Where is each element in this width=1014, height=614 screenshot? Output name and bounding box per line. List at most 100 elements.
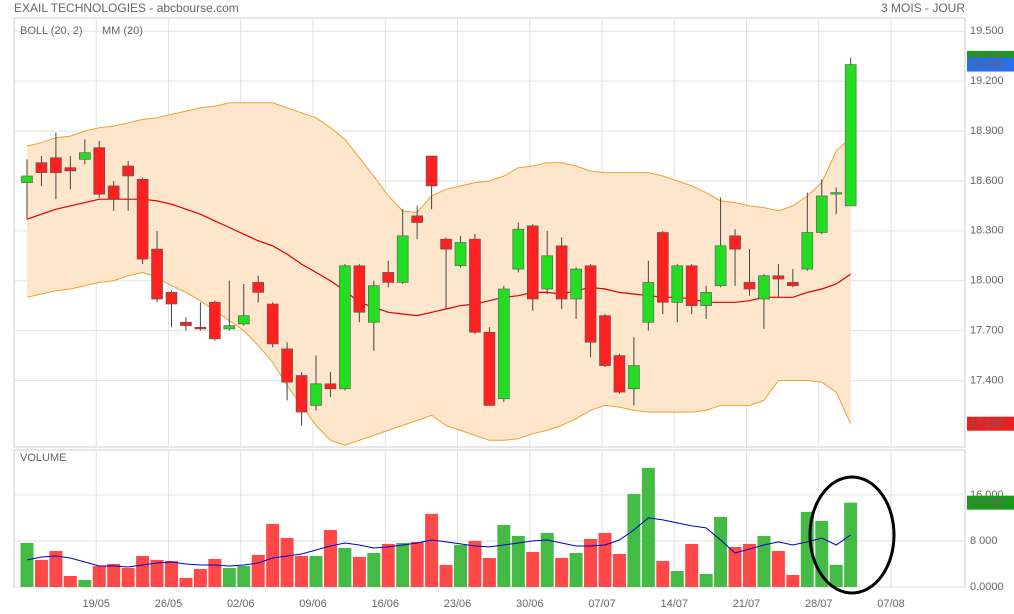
candle-body xyxy=(93,147,106,195)
candle-body xyxy=(252,282,264,293)
volume-bar xyxy=(699,573,713,587)
period: 3 MOIS - JOUR xyxy=(881,1,965,15)
candle-body xyxy=(50,157,62,173)
panel-title: VOLUME xyxy=(20,452,66,464)
volume-bar xyxy=(526,551,540,587)
last-label: 19.300 xyxy=(970,58,1004,70)
volume-bar xyxy=(844,502,858,587)
chart-title: EXAIL TECHNOLOGIES - abcbourse.com xyxy=(14,1,239,15)
volume-bar xyxy=(425,513,439,587)
volume-bar xyxy=(266,523,280,587)
candle-body xyxy=(729,235,741,250)
candle-body xyxy=(758,275,770,300)
candle-body xyxy=(281,348,293,383)
volume-bar xyxy=(743,543,756,587)
candle-body xyxy=(656,232,669,303)
volume-bar xyxy=(208,558,222,587)
candle-body xyxy=(772,275,785,280)
volume-bar xyxy=(309,555,323,587)
volume-bar xyxy=(280,537,294,587)
volume-bar xyxy=(49,550,63,587)
candle-body xyxy=(411,215,423,223)
candle-body xyxy=(498,288,510,400)
y-tick-label: 17.700 xyxy=(970,325,1004,337)
volume-bar xyxy=(569,552,583,587)
volume-bar xyxy=(670,570,684,587)
x-tick-label: 21/07 xyxy=(733,598,761,610)
candle-body xyxy=(136,178,149,260)
x-tick-label: 23/06 xyxy=(444,598,472,610)
candle-body xyxy=(107,185,120,200)
volume-bar xyxy=(295,555,309,587)
candle-body xyxy=(440,238,452,250)
y-tick-label: 18.300 xyxy=(970,225,1004,237)
volume-bar xyxy=(136,555,150,587)
volume-bar xyxy=(728,546,742,587)
candle-body xyxy=(483,331,496,406)
candle-body xyxy=(700,292,712,306)
x-tick-label: 09/06 xyxy=(299,598,327,610)
candle-body xyxy=(79,152,91,160)
volume-bar xyxy=(540,532,554,587)
volume-bar xyxy=(771,550,785,587)
candle-body xyxy=(367,285,380,323)
plot-frame xyxy=(13,17,966,448)
candle-body xyxy=(801,232,814,270)
volume-bar xyxy=(121,568,135,587)
last-label-box xyxy=(967,416,1014,431)
candle-body xyxy=(425,155,438,187)
volume-bar xyxy=(598,532,612,587)
candle-body xyxy=(671,265,684,303)
volume-ma-line xyxy=(26,517,851,568)
candle-body xyxy=(64,167,77,172)
volume-bar xyxy=(641,467,655,587)
volume-bar xyxy=(179,577,193,587)
candle-body xyxy=(541,255,554,290)
candle-body xyxy=(165,292,178,305)
last-label: 17.140 xyxy=(970,418,1004,430)
candle-body xyxy=(396,235,409,283)
candle-body xyxy=(570,268,582,300)
y-tick-label: 17.400 xyxy=(970,374,1004,386)
candle-body xyxy=(382,272,395,283)
volume-bar xyxy=(78,579,92,587)
x-tick-label: 19/05 xyxy=(82,598,110,610)
candle-body xyxy=(324,383,337,390)
volume-bar xyxy=(714,516,728,587)
volume-bar xyxy=(251,554,265,587)
volume-bar xyxy=(107,563,121,587)
x-tick-label: 02/06 xyxy=(227,598,255,610)
volume-bar xyxy=(237,565,251,587)
x-tick-label: 07/08 xyxy=(877,598,905,610)
volume-bar xyxy=(439,564,453,587)
volume-bar xyxy=(497,524,511,587)
x-tick-label: 30/06 xyxy=(516,598,544,610)
last-label-box xyxy=(967,495,1014,510)
candle-body xyxy=(743,282,756,290)
candle-body xyxy=(469,238,481,333)
x-tick-label: 28/07 xyxy=(805,598,833,610)
highlight-ellipse xyxy=(808,475,896,595)
volume-bar xyxy=(92,565,106,587)
volume-bar xyxy=(34,559,48,587)
y-tick-label: 19.500 xyxy=(970,25,1004,37)
volume-bar xyxy=(829,564,843,587)
volume-bar xyxy=(511,535,525,587)
boll-fill xyxy=(27,102,851,446)
candle-body xyxy=(266,303,279,345)
y-tick-label: 19.200 xyxy=(970,75,1004,87)
candle-body xyxy=(339,265,351,390)
x-tick-label: 16/06 xyxy=(371,598,399,610)
volume-bar xyxy=(482,557,496,587)
volume-bar xyxy=(786,574,800,587)
candle-body xyxy=(35,162,48,173)
candle-body xyxy=(642,282,655,323)
boll-upper xyxy=(26,102,851,214)
candle-body xyxy=(223,325,236,330)
volume-bar xyxy=(468,540,482,587)
candle-body xyxy=(787,282,799,287)
x-tick-label: 26/05 xyxy=(155,598,183,610)
y-tick-label: 18.900 xyxy=(970,125,1004,137)
candle-body xyxy=(454,242,467,267)
